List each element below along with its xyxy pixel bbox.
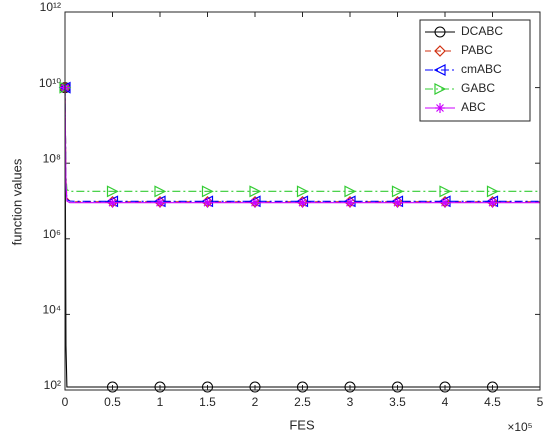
legend-label: ABC	[461, 100, 486, 114]
x-tick-label: 0	[62, 395, 69, 409]
legend-label: DCABC	[461, 24, 503, 38]
marker	[297, 197, 308, 208]
marker	[202, 197, 213, 208]
legend-marker	[435, 103, 445, 113]
legend-marker	[433, 64, 446, 76]
y-tick-label: 10⁶	[43, 227, 61, 241]
marker	[440, 197, 450, 208]
legend-label: cmABC	[461, 62, 502, 76]
x-axis-label: FES	[289, 417, 315, 432]
marker	[297, 381, 308, 393]
series-line	[64, 87, 540, 388]
x-tick-label: 2	[252, 395, 259, 409]
y-tick-label: 10⁸	[43, 151, 61, 165]
x-tick-label: 3.5	[389, 395, 406, 409]
x-tick-label: 4.5	[484, 395, 501, 409]
x-tick-label: 3	[347, 395, 354, 409]
marker	[391, 185, 404, 198]
x-tick-label: 2.5	[294, 395, 311, 409]
marker	[201, 185, 214, 198]
y-tick-label: 10¹²	[40, 0, 61, 14]
y-tick-label: 10¹⁰	[39, 76, 61, 90]
plot-frame	[64, 11, 541, 391]
marker	[344, 185, 357, 198]
marker	[250, 197, 260, 208]
x-tick-label: 4	[442, 395, 449, 409]
legend-label: GABC	[461, 81, 495, 95]
marker	[345, 197, 355, 208]
marker	[249, 185, 262, 198]
marker	[296, 185, 309, 198]
marker	[344, 381, 356, 393]
x-tick-label: 0.5	[104, 395, 121, 409]
marker	[487, 381, 498, 393]
legend-marker	[434, 45, 446, 57]
x-tick-label: 1	[157, 395, 164, 409]
y-axis-label: function values	[9, 158, 24, 245]
y-tick-label: 10²	[44, 378, 61, 392]
legend-marker	[434, 83, 447, 95]
marker	[439, 185, 452, 198]
marker	[392, 197, 403, 208]
marker	[106, 185, 119, 198]
marker	[249, 381, 261, 393]
x-tick-label: 1.5	[199, 395, 216, 409]
x-tick-label: 5	[537, 395, 544, 409]
marker	[392, 381, 403, 393]
marker	[154, 185, 167, 198]
series-line	[64, 87, 540, 192]
legend-label: PABC	[461, 43, 493, 57]
marker	[486, 185, 499, 198]
marker	[487, 197, 498, 208]
marker	[154, 381, 166, 393]
marker	[439, 381, 451, 393]
legend-marker	[434, 26, 446, 38]
y-tick-label: 10⁴	[42, 303, 61, 317]
x-multiplier: ×10⁵	[507, 420, 532, 434]
marker	[107, 197, 118, 208]
marker	[155, 197, 165, 208]
marker	[202, 381, 213, 393]
marker	[107, 381, 118, 393]
